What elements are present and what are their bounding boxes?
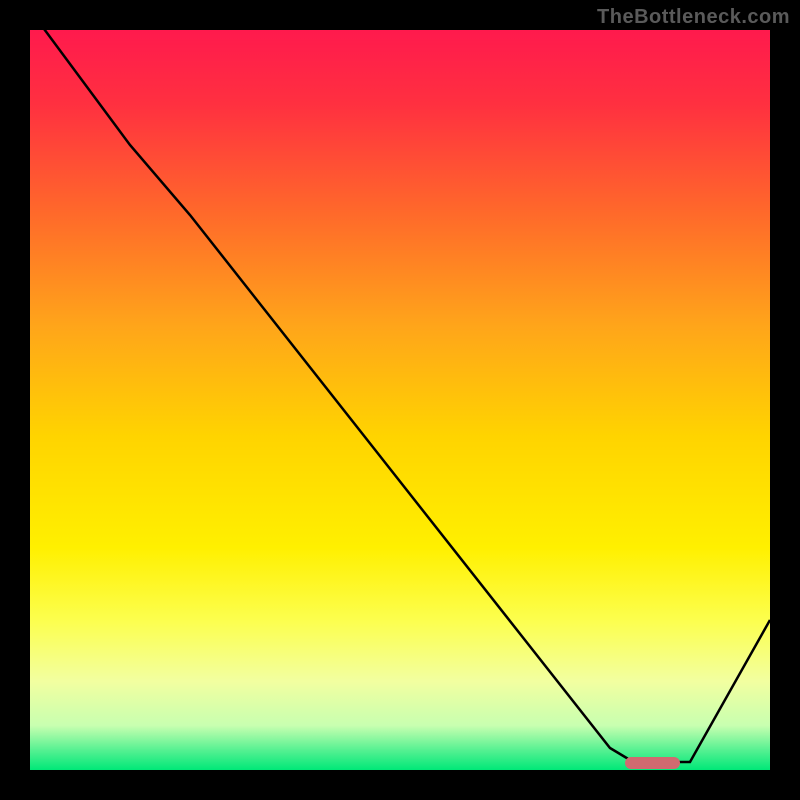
watermark-text: TheBottleneck.com — [597, 6, 790, 29]
chart-container: TheBottleneck.com — [0, 0, 800, 800]
gradient-background — [30, 30, 770, 770]
optimum-marker — [625, 757, 680, 769]
plot-svg — [30, 30, 770, 770]
plot-area — [30, 30, 770, 770]
